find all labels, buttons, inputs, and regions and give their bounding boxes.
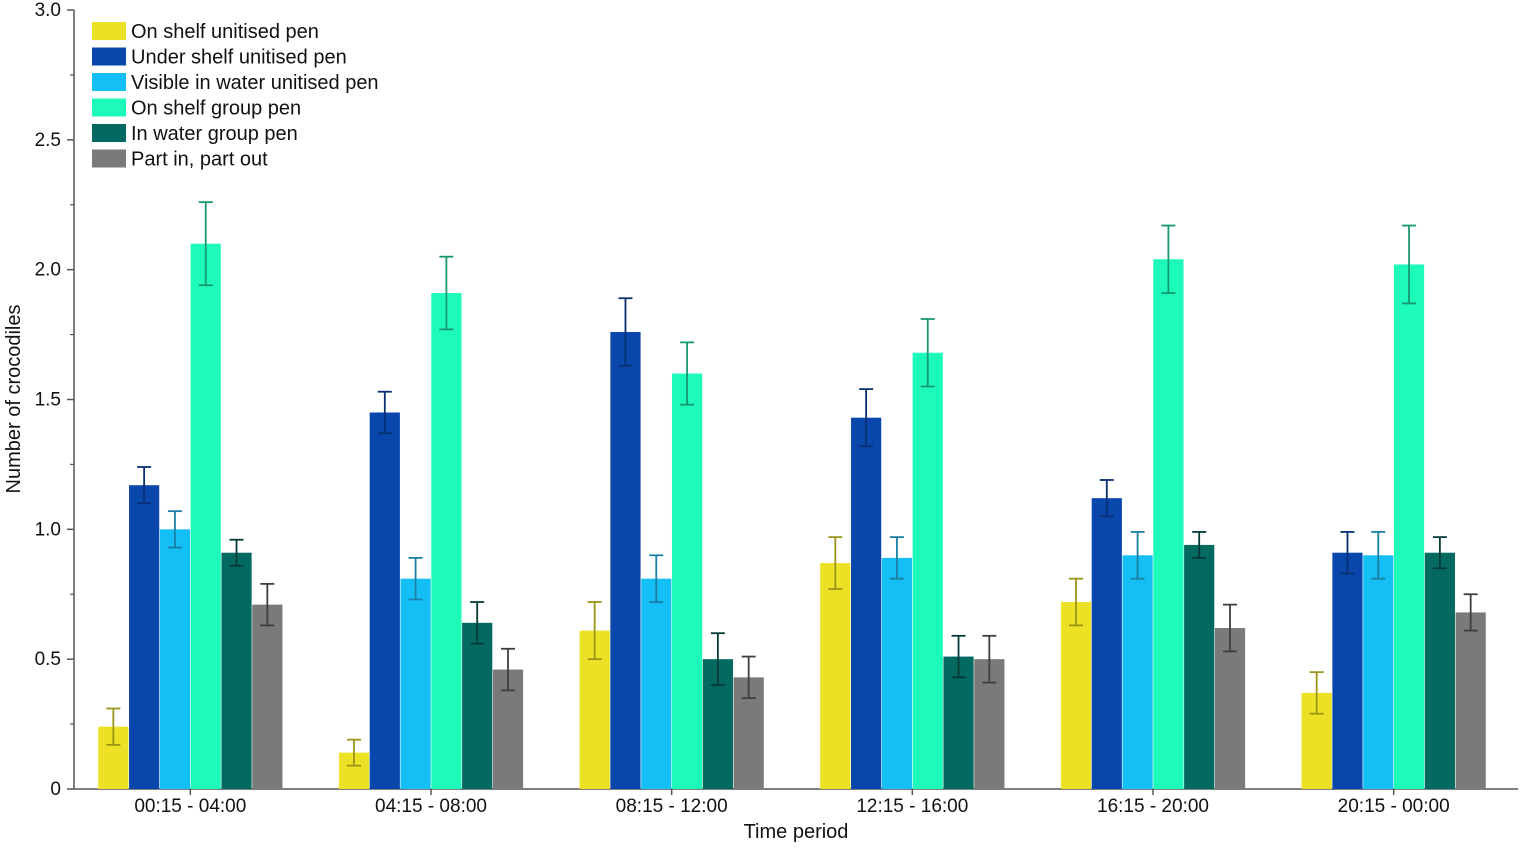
legend-swatch <box>92 22 126 40</box>
legend-label: Visible in water unitised pen <box>131 72 379 94</box>
bar <box>1184 545 1214 789</box>
legend-swatch <box>92 124 126 142</box>
bar <box>370 412 400 789</box>
bar <box>913 353 943 789</box>
legend-swatch <box>92 73 126 91</box>
x-tick-label: 16:15 - 20:00 <box>1097 796 1209 817</box>
bar <box>401 579 431 789</box>
y-tick-label: 0 <box>50 779 61 800</box>
y-tick-label: 1.5 <box>35 390 61 411</box>
y-tick-label: 3.0 <box>35 0 61 21</box>
legend-swatch <box>92 99 126 117</box>
bars <box>98 202 1486 789</box>
legend: On shelf unitised pen Under shelf unitise… <box>92 21 379 171</box>
y-tick-label: 1.0 <box>35 519 61 540</box>
bar <box>672 374 702 789</box>
y-axis-title: Number of crocodiles <box>3 305 25 494</box>
bar <box>191 244 221 789</box>
legend-label: Part in, part out <box>131 149 268 171</box>
x-tick-label: 00:15 - 04:00 <box>134 796 246 817</box>
bar <box>221 553 251 789</box>
bar <box>1123 555 1153 789</box>
legend-swatch <box>92 150 126 168</box>
x-axis-title: Time period <box>744 821 849 843</box>
bar <box>882 558 912 789</box>
bar <box>1456 612 1486 789</box>
legend-label: On shelf unitised pen <box>131 21 319 43</box>
chart: 0 0.5 1.0 1.5 2.0 2.5 3.0 00:15 - 04:00 04:15 -… <box>0 0 1524 850</box>
x-tick-label: 20:15 - 00:00 <box>1338 796 1450 817</box>
y-tick-label: 2.5 <box>35 130 61 151</box>
bar <box>129 485 159 789</box>
bar <box>1153 259 1183 789</box>
bar <box>252 605 282 789</box>
legend-label: In water group pen <box>131 123 298 145</box>
x-ticks: 00:15 - 04:00 04:15 - 08:00 08:15 - 12:00 1… <box>134 789 1449 817</box>
y-tick-label: 0.5 <box>35 649 61 670</box>
bar <box>431 293 461 789</box>
legend-swatch <box>92 48 126 66</box>
legend-label: On shelf group pen <box>131 98 301 120</box>
bar <box>1332 553 1362 789</box>
bar <box>1363 555 1393 789</box>
bar <box>1425 553 1455 789</box>
y-tick-label: 2.0 <box>35 260 61 281</box>
y-ticks: 0 0.5 1.0 1.5 2.0 2.5 3.0 <box>35 0 74 800</box>
bar <box>160 529 190 789</box>
bar <box>1092 498 1122 789</box>
x-tick-label: 04:15 - 08:00 <box>375 796 487 817</box>
bar <box>462 623 492 789</box>
x-tick-label: 12:15 - 16:00 <box>856 796 968 817</box>
bar <box>1394 264 1424 789</box>
x-tick-label: 08:15 - 12:00 <box>616 796 728 817</box>
bar <box>610 332 640 789</box>
legend-label: Under shelf unitised pen <box>131 47 347 69</box>
bar <box>641 579 671 789</box>
bar <box>820 563 850 789</box>
bar <box>1061 602 1091 789</box>
bar-chart-svg: 0 0.5 1.0 1.5 2.0 2.5 3.0 00:15 - 04:00 04:15 -… <box>0 0 1524 850</box>
bar <box>851 418 881 789</box>
